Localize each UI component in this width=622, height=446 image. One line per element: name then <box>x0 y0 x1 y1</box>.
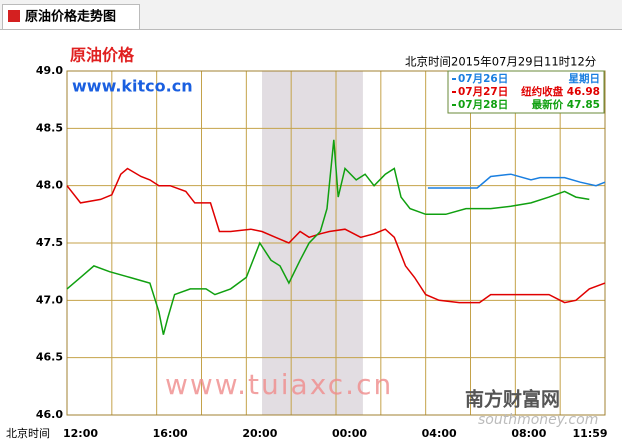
series-line <box>427 173 606 189</box>
x-tick-label: 08:00 <box>511 427 546 440</box>
legend-name: 07月27日 <box>458 86 508 98</box>
series-line <box>66 139 590 335</box>
x-tick-label: 20:00 <box>242 427 277 440</box>
x-tick-label: 16:00 <box>153 427 188 440</box>
y-tick-label: 46.5 <box>36 351 63 364</box>
timestamp: 北京时间2015年07月29日11时12分 <box>405 55 597 69</box>
y-tick-label: 47.5 <box>36 236 63 249</box>
y-tick-label: 49.0 <box>36 64 63 77</box>
tab-icon <box>8 10 20 22</box>
chart-title: 原油价格 <box>70 46 135 65</box>
legend-note: 最新价 47.85 <box>532 98 600 111</box>
legend-note: 星期日 <box>569 72 601 85</box>
tab-title[interactable]: 原油价格走势图 <box>25 9 116 25</box>
x-tick-label: 04:00 <box>422 427 457 440</box>
x-tick-label: 11:59 <box>573 427 608 440</box>
x-axis-label: 北京时间 <box>6 426 50 440</box>
tab[interactable] <box>2 4 140 30</box>
y-tick-label: 47.0 <box>36 293 63 306</box>
source: www.kitco.cn <box>72 77 193 96</box>
watermark: www.tuiaxc.cn <box>165 368 393 401</box>
legend-name: 07月26日 <box>458 73 508 85</box>
x-tick-label: 12:00 <box>63 427 98 440</box>
plot-frame <box>66 70 606 416</box>
legend-note: 纽约收盘 46.98 <box>521 85 600 98</box>
y-tick-label: 48.0 <box>36 179 63 192</box>
y-tick-label: 48.5 <box>36 121 63 134</box>
x-tick-label: 00:00 <box>332 427 367 440</box>
series-line <box>66 167 606 304</box>
legend-name: 07月28日 <box>458 99 508 111</box>
logo-sub: southmoney.com <box>478 412 598 428</box>
legend-box <box>447 70 605 114</box>
logo: 南方财富网 <box>465 388 560 411</box>
y-tick-label: 46.0 <box>36 408 63 421</box>
